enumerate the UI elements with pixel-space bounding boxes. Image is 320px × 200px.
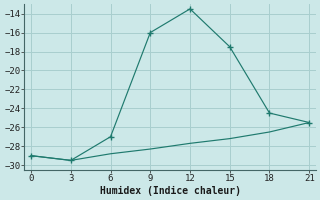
X-axis label: Humidex (Indice chaleur): Humidex (Indice chaleur) [100,186,241,196]
